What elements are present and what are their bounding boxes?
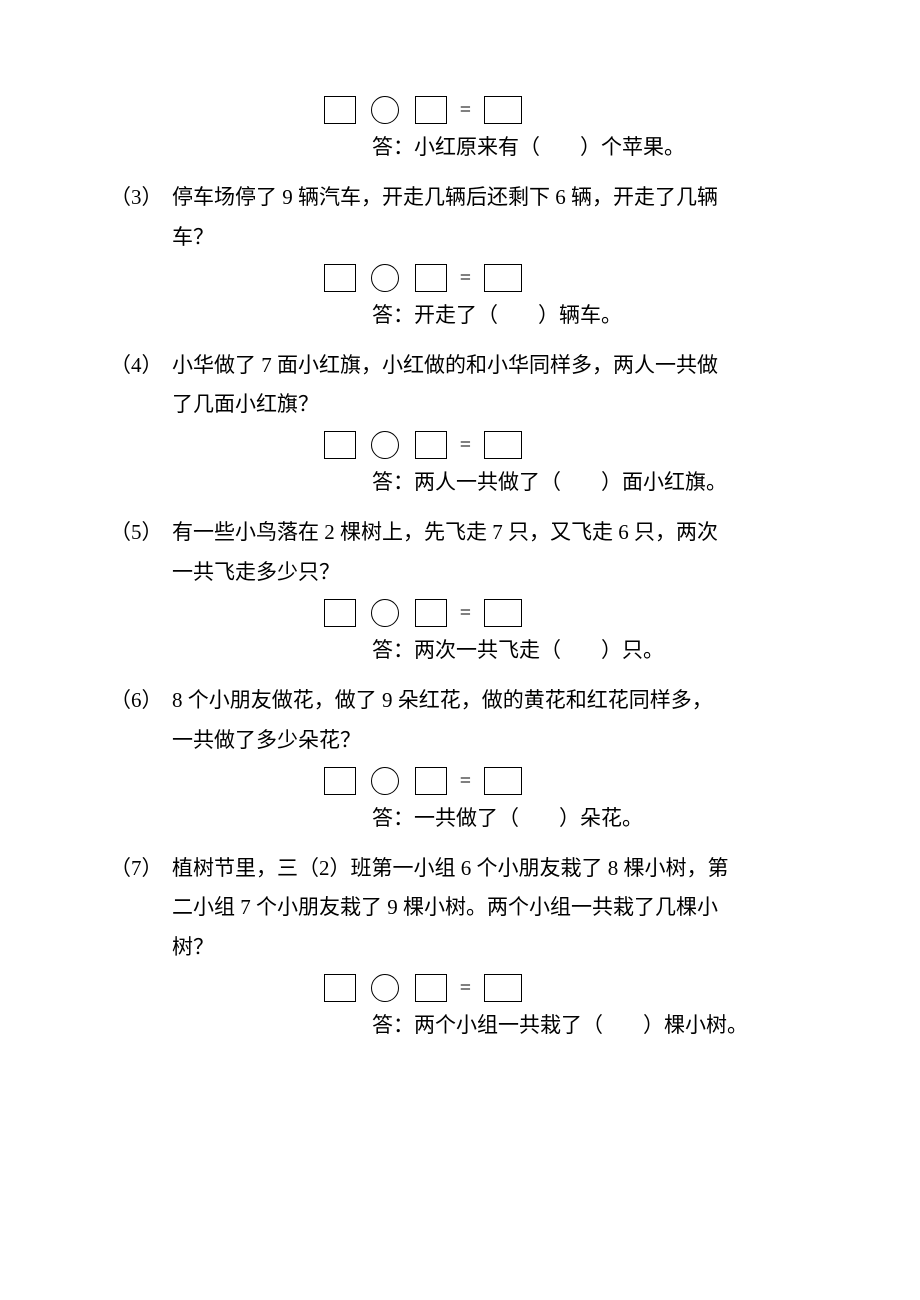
problem-text: 一共做了多少朵花？ (172, 728, 361, 752)
answer-suffix: ）朵花。 (559, 806, 643, 830)
equation-row: = (110, 264, 820, 292)
problem-line: 一共做了多少朵花？ (110, 721, 820, 761)
problem-number: （3） (110, 178, 172, 218)
problem-4: （4）小华做了 7 面小红旗，小红做的和小华同样多，两人一共做 了几面小红旗？ … (110, 346, 820, 504)
problem-text: 了几面小红旗？ (172, 392, 319, 416)
equals-sign: = (460, 771, 471, 791)
answer-prefix: 答：开走了（ (372, 303, 498, 327)
answer-suffix: ）辆车。 (538, 303, 622, 327)
problem-5: （5）有一些小鸟落在 2 棵树上，先飞走 7 只，又飞走 6 只，两次 一共飞走… (110, 513, 820, 671)
problem-line: 二小组 7 个小朋友栽了 9 棵小树。两个小组一共栽了几棵小 (110, 888, 820, 928)
problem-line: （7）植树节里，三（2）班第一小组 6 个小朋友栽了 8 棵小树，第 (110, 849, 820, 889)
problem-line: （5）有一些小鸟落在 2 棵树上，先飞走 7 只，又飞走 6 只，两次 (110, 513, 820, 553)
answer-line: 答：开走了（ ）辆车。 (110, 296, 820, 336)
answer-prefix: 答：两个小组一共栽了（ (372, 1013, 603, 1037)
blank-square (324, 974, 356, 1002)
answer-prefix: 答：两次一共飞走（ (372, 638, 561, 662)
answer-line: 答：两个小组一共栽了（ ）棵小树。 (110, 1006, 820, 1046)
answer-line: 答：小红原来有（ ）个苹果。 (110, 128, 820, 168)
equation-row: = (110, 96, 820, 124)
problem-6: （6）8 个小朋友做花，做了 9 朵红花，做的黄花和红花同样多， 一共做了多少朵… (110, 681, 820, 839)
blank-square (324, 599, 356, 627)
problem-line: （6）8 个小朋友做花，做了 9 朵红花，做的黄花和红花同样多， (110, 681, 820, 721)
problem-text: 一共飞走多少只？ (172, 560, 340, 584)
problem-line: （4）小华做了 7 面小红旗，小红做的和小华同样多，两人一共做 (110, 346, 820, 386)
problem-number: （6） (110, 681, 172, 721)
problem-text: 树？ (172, 935, 214, 959)
blank-square (484, 599, 522, 627)
operator-circle (371, 96, 399, 124)
equation-row: = (110, 599, 820, 627)
equation-row: = (110, 974, 820, 1002)
problem-text: 停车场停了 9 辆汽车，开走几辆后还剩下 6 辆，开走了几辆 (172, 185, 718, 209)
operator-circle (371, 264, 399, 292)
blank-square (484, 96, 522, 124)
problem-text: 车？ (172, 225, 214, 249)
answer-line: 答：一共做了（ ）朵花。 (110, 799, 820, 839)
blank-square (415, 599, 447, 627)
answer-suffix: ）面小红旗。 (601, 470, 727, 494)
problem-3: （3）停车场停了 9 辆汽车，开走几辆后还剩下 6 辆，开走了几辆 车？ = 答… (110, 178, 820, 336)
problem-line: 树？ (110, 928, 820, 968)
equals-sign: = (460, 100, 471, 120)
blank-square (484, 431, 522, 459)
equation-row: = (110, 767, 820, 795)
blank-square (484, 974, 522, 1002)
answer-suffix: ）棵小树。 (643, 1013, 748, 1037)
problem-line: 车？ (110, 218, 820, 258)
operator-circle (371, 599, 399, 627)
problem-text: 8 个小朋友做花，做了 9 朵红花，做的黄花和红花同样多， (172, 688, 713, 712)
problem-text: 二小组 7 个小朋友栽了 9 棵小树。两个小组一共栽了几棵小 (172, 895, 718, 919)
operator-circle (371, 767, 399, 795)
problem-number: （7） (110, 849, 172, 889)
blank-square (324, 431, 356, 459)
problem-text: 有一些小鸟落在 2 棵树上，先飞走 7 只，又飞走 6 只，两次 (172, 520, 718, 544)
blank-square (324, 264, 356, 292)
worksheet-page: = 答：小红原来有（ ）个苹果。 （3）停车场停了 9 辆汽车，开走几辆后还剩下 … (0, 0, 920, 1116)
answer-line: 答：两人一共做了（ ）面小红旗。 (110, 463, 820, 503)
equals-sign: = (460, 435, 471, 455)
blank-square (415, 96, 447, 124)
problem-number: （4） (110, 346, 172, 386)
equals-sign: = (460, 603, 471, 623)
blank-square (324, 96, 356, 124)
operator-circle (371, 974, 399, 1002)
answer-suffix: ）个苹果。 (580, 135, 685, 159)
blank-square (415, 431, 447, 459)
problem-7: （7）植树节里，三（2）班第一小组 6 个小朋友栽了 8 棵小树，第 二小组 7… (110, 849, 820, 1047)
blank-square (484, 767, 522, 795)
problem-text: 植树节里，三（2）班第一小组 6 个小朋友栽了 8 棵小树，第 (172, 856, 729, 880)
blank-square (324, 767, 356, 795)
answer-prefix: 答：一共做了（ (372, 806, 519, 830)
blank-square (415, 974, 447, 1002)
problem-line: （3）停车场停了 9 辆汽车，开走几辆后还剩下 6 辆，开走了几辆 (110, 178, 820, 218)
equals-sign: = (460, 978, 471, 998)
problem-line: 了几面小红旗？ (110, 385, 820, 425)
equals-sign: = (460, 268, 471, 288)
blank-square (415, 767, 447, 795)
blank-square (415, 264, 447, 292)
answer-prefix: 答：两人一共做了（ (372, 470, 561, 494)
equation-row: = (110, 431, 820, 459)
operator-circle (371, 431, 399, 459)
blank-square (484, 264, 522, 292)
answer-prefix: 答：小红原来有（ (372, 135, 540, 159)
answer-suffix: ）只。 (601, 638, 664, 662)
problem-line: 一共飞走多少只？ (110, 553, 820, 593)
problem-text: 小华做了 7 面小红旗，小红做的和小华同样多，两人一共做 (172, 353, 718, 377)
answer-line: 答：两次一共飞走（ ）只。 (110, 631, 820, 671)
problem-number: （5） (110, 513, 172, 553)
